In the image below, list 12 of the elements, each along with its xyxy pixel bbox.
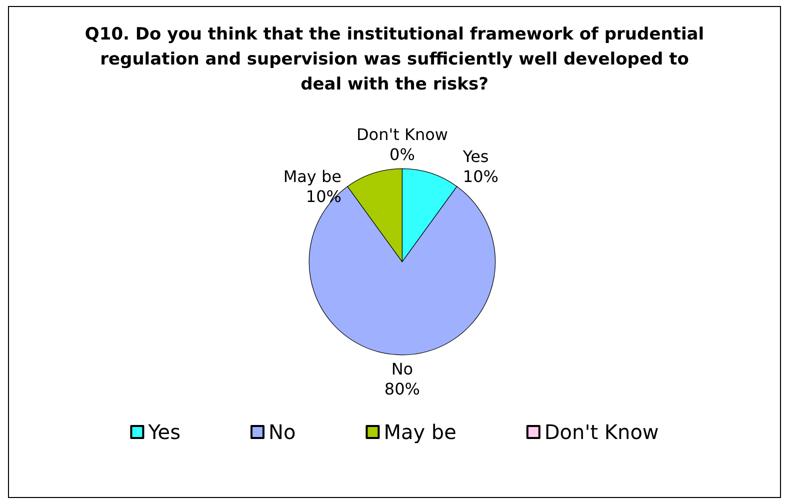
chart-title: Q10. Do you think that the institutional framework of prudential regulation and supervision was sufficiently well developed to deal with the risks? (84, 24, 704, 94)
slice-label: May be (283, 166, 342, 186)
legend-label: Don't Know (544, 420, 659, 444)
slice-label: Yes (462, 146, 489, 166)
legend-label: Yes (147, 420, 181, 444)
data-label: 10% (462, 166, 498, 186)
category-label: Don't Know (356, 125, 448, 144)
legend-label: May be (384, 420, 456, 444)
legend-label: No (268, 420, 296, 444)
data-label: 80% (384, 379, 420, 398)
slice-label: No (391, 359, 414, 378)
text: 0% (390, 145, 415, 164)
